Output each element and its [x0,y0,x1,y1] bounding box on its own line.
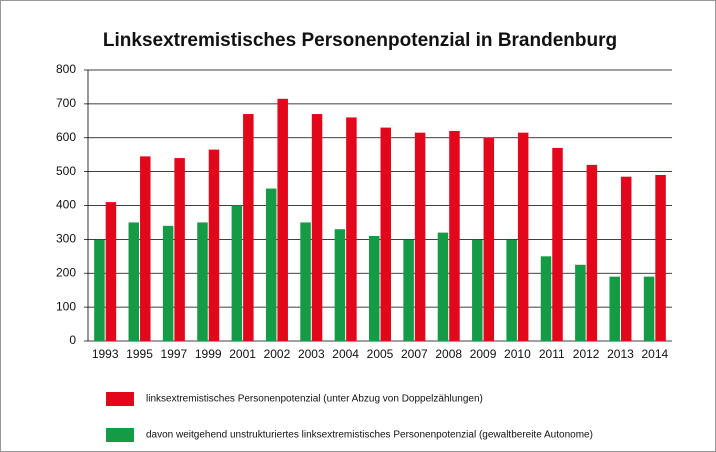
legend-swatch [106,428,134,442]
legend-label: davon weitgehend unstrukturiertes linkse… [146,430,593,441]
x-tick-label: 2012 [573,347,600,361]
bar [346,117,357,341]
bar [472,239,483,341]
bar [506,239,517,341]
bar [300,222,311,341]
bar [277,98,288,341]
x-tick-label: 2003 [298,347,325,361]
y-tick-label: 100 [56,299,76,313]
bar [540,256,552,341]
x-tick-label: 2005 [367,347,394,361]
bar [575,264,586,341]
bar [162,225,174,341]
legend-label: linksextremistisches Personenpotenzial (… [146,394,483,405]
legend-swatch [106,392,134,406]
x-tick-label: 1993 [92,347,119,361]
bar [437,232,449,341]
x-tick-label: 2013 [607,347,634,361]
bar [414,132,426,341]
bar [197,222,208,341]
bar [334,229,346,341]
bar [403,239,414,341]
x-tick-label: 2007 [401,347,428,361]
bar [655,175,666,341]
bar [265,188,277,341]
x-tick-label: 1995 [126,347,153,361]
x-tick-label: 2008 [435,347,462,361]
bar [311,114,323,341]
bar [208,149,220,341]
bar [128,222,140,341]
x-tick-label: 2002 [264,347,291,361]
x-tick-label: 2001 [229,347,256,361]
y-tick-label: 400 [56,198,76,212]
chart-title: Linksextremistisches Personenpotenzial i… [103,30,617,51]
y-tick-label: 300 [56,232,76,246]
bar [140,156,151,341]
x-tick-label: 2004 [332,347,359,361]
y-tick-label: 0 [69,333,76,347]
bar [380,127,391,342]
bar [586,164,598,341]
y-tick-label: 200 [56,265,76,279]
bar [174,158,185,341]
bar [517,132,529,341]
y-tick-label: 600 [56,130,76,144]
x-tick-label: 2011 [539,347,565,361]
x-tick-label: 1997 [161,347,188,361]
y-tick-label: 500 [56,164,76,178]
bar [105,202,117,341]
x-tick-label: 2009 [470,347,497,361]
bar [369,235,380,341]
bar [94,239,105,341]
y-tick-label: 700 [56,96,76,110]
x-tick-label: 2014 [641,347,668,361]
bar [231,205,243,341]
x-tick-label: 1999 [195,347,222,361]
bar [483,137,495,341]
y-tick-label: 800 [56,62,76,76]
bar [449,130,460,341]
bar [243,114,254,341]
x-tick-label: 2010 [504,347,531,361]
bar [643,276,655,341]
bar [609,276,620,341]
bar [620,176,632,341]
bar [552,147,563,341]
